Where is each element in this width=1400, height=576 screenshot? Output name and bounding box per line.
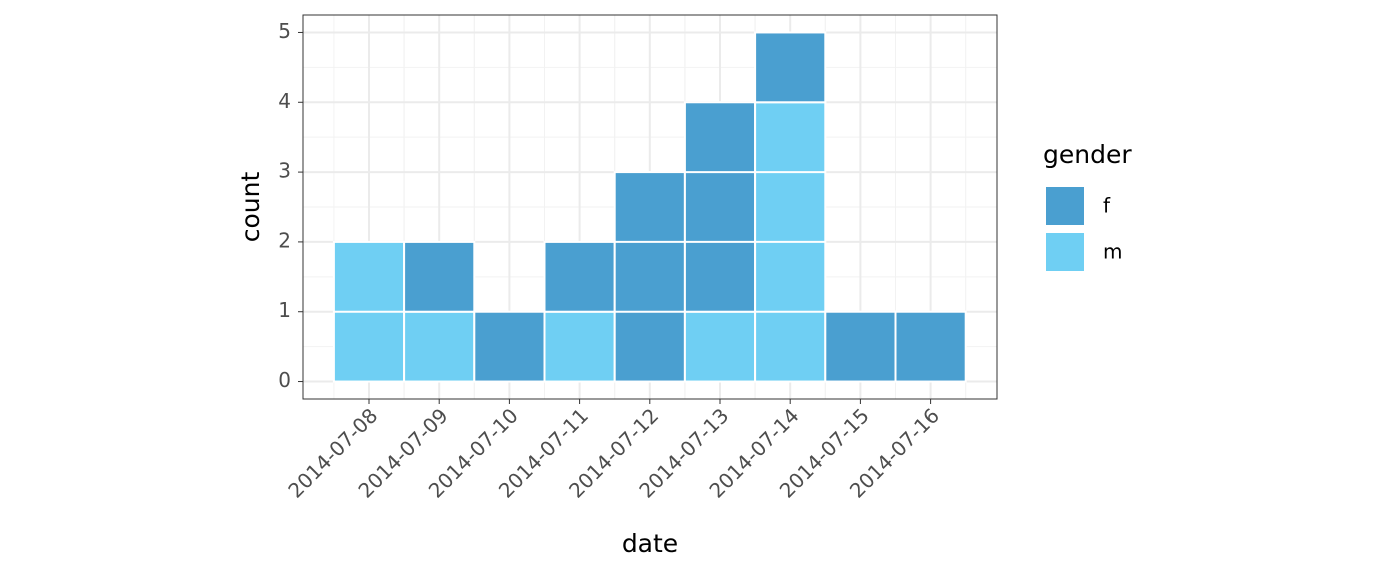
legend-label: m (1103, 240, 1122, 264)
bar-segment (824, 310, 897, 383)
legend-label: f (1103, 194, 1111, 218)
bar-segment (403, 240, 476, 313)
bar-segment (894, 310, 967, 383)
bar-segment (473, 310, 546, 383)
bar-segment (543, 310, 616, 383)
bar-segment (543, 240, 616, 313)
y-tick-label: 0 (278, 368, 291, 392)
y-axis-title: count (236, 172, 265, 243)
bar-segment (613, 171, 686, 383)
y-tick-label: 5 (278, 19, 291, 43)
y-tick-label: 4 (278, 89, 291, 113)
x-axis-title: date (622, 529, 678, 558)
y-tick-label: 3 (278, 159, 291, 183)
bar-segment (683, 101, 757, 313)
bar-segment (403, 310, 476, 383)
legend-swatch (1044, 231, 1086, 273)
bar-segment (683, 310, 757, 383)
y-tick-label: 1 (278, 298, 291, 322)
legend-title: gender (1043, 140, 1132, 169)
legend-swatch (1044, 185, 1086, 227)
bar-segment (754, 31, 827, 104)
y-tick-label: 2 (278, 228, 291, 252)
